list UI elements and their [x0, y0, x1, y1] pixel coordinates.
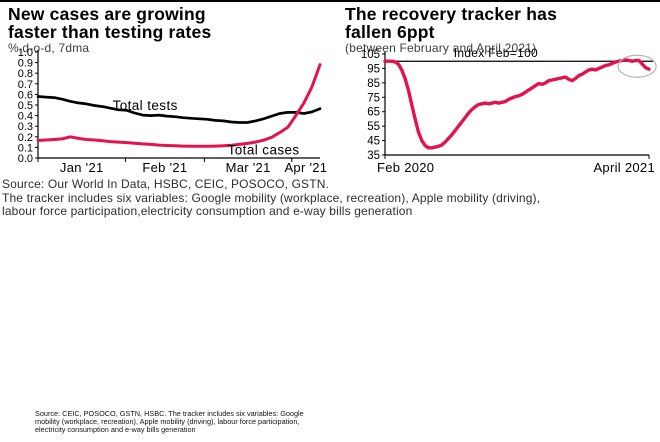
y-tick-label: 0.5 — [18, 100, 33, 112]
y-tick-label: 0.1 — [18, 142, 33, 154]
y-tick-label: 45 — [367, 136, 380, 148]
axis-lines — [384, 52, 649, 156]
x-tick-label: April 2021 — [593, 160, 655, 175]
x-tick-label: Feb 2020 — [377, 160, 434, 175]
y-tick-label: 0.2 — [18, 132, 33, 144]
y-tick-label: 0.0 — [18, 153, 33, 165]
chart-subtitle-right: (between February and April 2021) — [345, 41, 537, 55]
y-tick-label: 0.6 — [18, 89, 33, 101]
series-line-total-cases — [36, 63, 322, 148]
y-tick-label: 0.8 — [18, 68, 33, 80]
footnote-line3: electricity consumption and e-way bills … — [35, 425, 196, 434]
y-tick-label: 0.9 — [18, 58, 33, 70]
y-tick-label: 95 — [367, 63, 380, 75]
y-tick-label: 105 — [361, 49, 380, 61]
chart-title-right-line1: The recovery tracker has — [345, 4, 558, 24]
footnote-source: Source: CEIC, POSOCO, GSTN, HSBC. The tr… — [35, 410, 355, 434]
source-note: Source: Our World In Data, HSBC, CEIC, P… — [2, 177, 541, 219]
chart-subtitle-left: % d-o-d, 7dma — [8, 41, 90, 55]
highlight-ellipse — [617, 54, 657, 78]
chart-title-left-line1: New cases are growing — [8, 4, 206, 24]
annotation-index-label: Index Feb=100 — [454, 46, 538, 60]
series-line-recovery-tracker — [383, 58, 651, 150]
plot-new-cases: 1.00.90.80.70.60.50.40.30.20.10.0 Jan '21… — [18, 47, 327, 175]
series-label-total-cases: Total cases — [228, 142, 300, 157]
chart-title-right: The recovery tracker has fallen 6ppt — [345, 5, 557, 41]
series-label-total-tests: Total tests — [113, 98, 178, 113]
y-tick-label: 0.3 — [18, 121, 33, 133]
source-note-line1: Source: Our World In Data, HSBC, CEIC, P… — [2, 177, 329, 191]
y-tick-label: 85 — [367, 78, 380, 90]
chart-title-left-line2: faster than testing rates — [8, 22, 212, 42]
source-note-line3: labour force participation,electricity c… — [2, 204, 413, 218]
chart-recovery-tracker: The recovery tracker has fallen 6ppt (bet… — [345, 4, 660, 182]
y-tick-label: 55 — [367, 121, 380, 133]
y-tick-label: 0.4 — [18, 111, 33, 123]
chart-new-cases: New cases are growing faster than testing… — [8, 4, 330, 182]
x-tick-label: Feb '21 — [142, 160, 187, 175]
x-tick-label: Mar '21 — [226, 160, 271, 175]
x-tick-label: Apr '21 — [284, 160, 327, 175]
chart-title-left: New cases are growing faster than testing… — [8, 5, 211, 41]
y-tick-label: 35 — [367, 150, 380, 162]
x-tick-label: Jan '21 — [60, 160, 104, 175]
chart-title-right-line2: fallen 6ppt — [345, 22, 435, 42]
y-tick-label: 0.7 — [18, 79, 33, 91]
source-note-line2: The tracker includes six variables: Goog… — [2, 190, 541, 205]
series-line-total-tests — [36, 95, 322, 124]
footnote-line1: Source: CEIC, POSOCO, GSTN, HSBC. The tr… — [35, 409, 304, 418]
y-tick-label: 75 — [367, 92, 380, 104]
y-tick-label: 1.0 — [18, 47, 33, 59]
footnote-line2: mobility (workplace, recreation), Apple … — [35, 417, 300, 426]
y-tick-label: 65 — [367, 107, 380, 119]
